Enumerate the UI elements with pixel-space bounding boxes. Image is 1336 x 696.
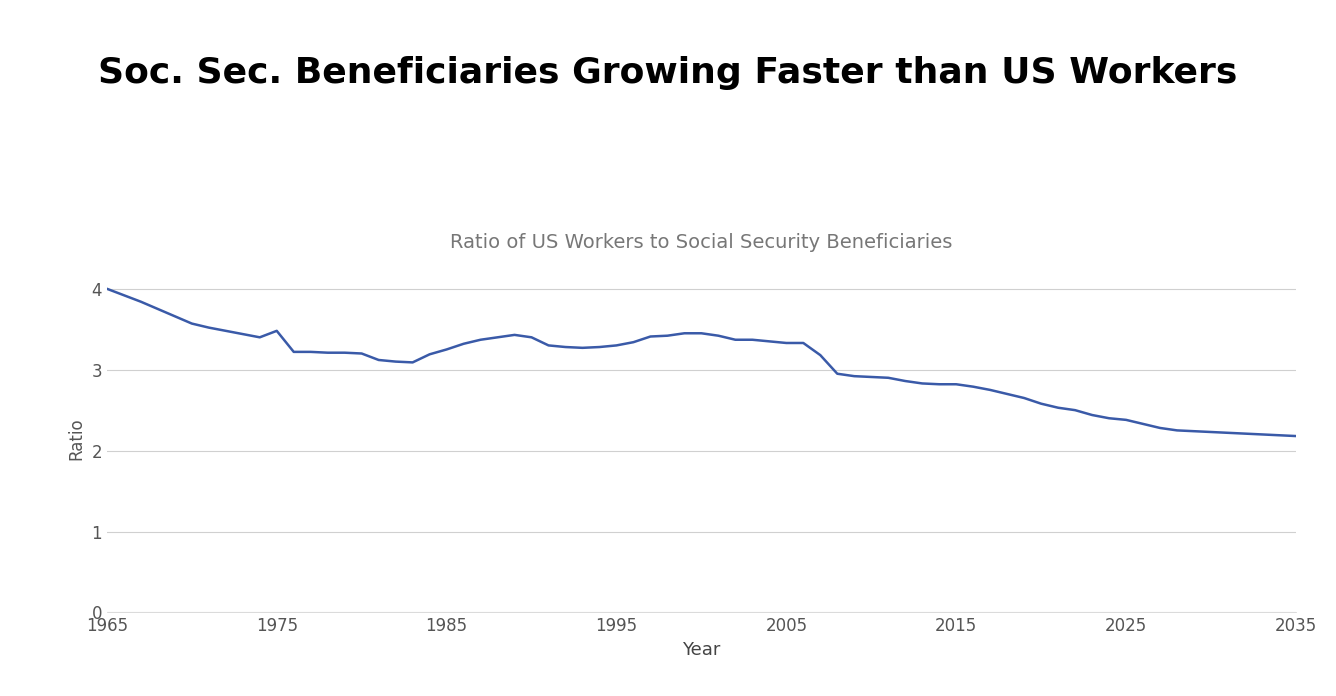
Title: Ratio of US Workers to Social Security Beneficiaries: Ratio of US Workers to Social Security B…: [450, 233, 953, 252]
Text: Soc. Sec. Beneficiaries Growing Faster than US Workers: Soc. Sec. Beneficiaries Growing Faster t…: [99, 56, 1237, 90]
Y-axis label: Ratio: Ratio: [68, 417, 86, 460]
X-axis label: Year: Year: [683, 641, 720, 659]
